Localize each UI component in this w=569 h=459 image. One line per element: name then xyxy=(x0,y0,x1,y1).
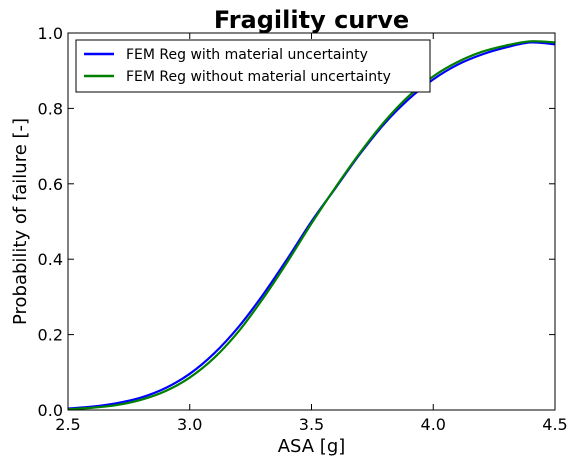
y-tick-label: 0.6 xyxy=(38,175,63,194)
x-tick-label: 4.0 xyxy=(421,415,446,434)
legend: FEM Reg with material uncertainty FEM Reg… xyxy=(75,39,431,93)
y-tick-label: 0.0 xyxy=(38,401,63,420)
x-tick-label: 3.5 xyxy=(299,415,324,434)
y-tick-label: 0.4 xyxy=(38,250,63,269)
ticks-layer: 2.5 3.0 3.5 4.0 4.5 0.0 0.2 0.4 0.6 0.8 1.0 xyxy=(38,24,568,434)
series-line-2 xyxy=(68,40,555,410)
legend-box xyxy=(75,39,431,93)
legend-label-2: FEM Reg without material uncertainty xyxy=(126,69,391,85)
chart-title: Fragility curve xyxy=(214,6,409,34)
x-axis-label: ASA [g] xyxy=(278,436,346,457)
x-tick-label: 4.5 xyxy=(542,415,567,434)
y-tick-label: 0.8 xyxy=(38,99,63,118)
y-tick-label: 1.0 xyxy=(38,24,63,43)
series-line-1 xyxy=(68,41,555,410)
series-layer xyxy=(68,40,555,410)
x-tick-label: 2.5 xyxy=(55,415,80,434)
y-tick-label: 0.2 xyxy=(38,326,63,345)
legend-label-1: FEM Reg with material uncertainty xyxy=(126,47,368,63)
x-tick-label: 3.0 xyxy=(177,415,202,434)
y-axis-label: Probability of failure [-] xyxy=(10,118,31,325)
